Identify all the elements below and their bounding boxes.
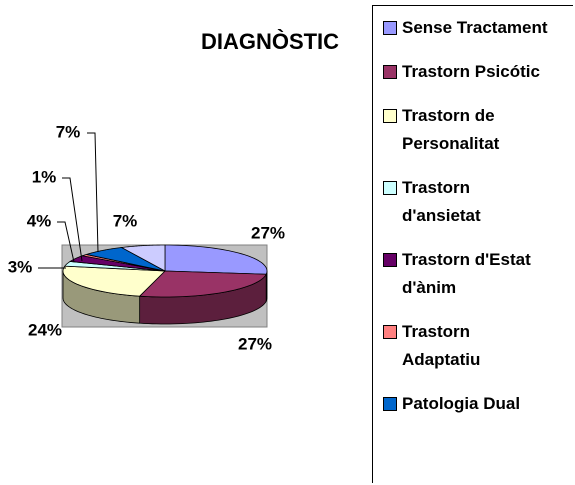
legend-item: Trastorn Psicótic [383,58,573,86]
legend-label: Trastorn d'Estat d'ànim [402,250,531,297]
data-label: 4% [27,211,52,230]
legend-item: Sense Tractament [383,14,573,42]
data-label: 27% [238,334,272,353]
leader-line [62,177,83,262]
legend-swatch [383,109,397,123]
data-label: 7% [113,211,138,230]
legend-label: Trastorn de Personalitat [402,106,500,153]
pie-slice [68,255,166,272]
legend-item: Trastorn de Personalitat [383,102,573,158]
legend-label: Sense Tractament [402,18,548,37]
pie-slice [138,270,267,298]
pie-slice [86,247,166,272]
legend-item: Trastorn d'Estat d'ànim [383,246,573,302]
legend-label: Trastorn Psicótic [402,62,540,81]
legend: Sense Tractament Trastorn Psicótic Trastor… [372,5,573,483]
legend-swatch [383,65,397,79]
pie-slice [164,244,268,275]
legend-item: Trastorn d'ansietat [383,174,573,230]
legend-swatch [383,397,397,411]
legend-label: Patologia Dual [402,394,521,413]
data-label: 27% [251,223,285,242]
chart-title: DIAGNÒSTIC [201,29,339,54]
legend-label: Trastorn Adaptatiu [402,322,481,369]
data-label: 24% [28,320,62,339]
data-label: 1% [32,167,57,186]
legend-item: Patologia Dual [383,390,573,418]
chart: DIAGNÒSTIC 27% 27% 24% 3% 4% 1% 7% 7% [8,29,339,354]
pie-slice [120,244,166,272]
leader-line [87,132,99,253]
pie-slice [62,265,166,297]
data-label: 3% [8,257,33,276]
legend-swatch [383,21,397,35]
legend-swatch [383,253,397,267]
leader-line [57,221,75,263]
legend-swatch [383,325,397,339]
data-label: 7% [56,122,81,141]
legend-item: Trastorn Adaptatiu [383,318,573,374]
legend-label: Trastorn d'ansietat [402,178,481,225]
legend-swatch [383,181,397,195]
